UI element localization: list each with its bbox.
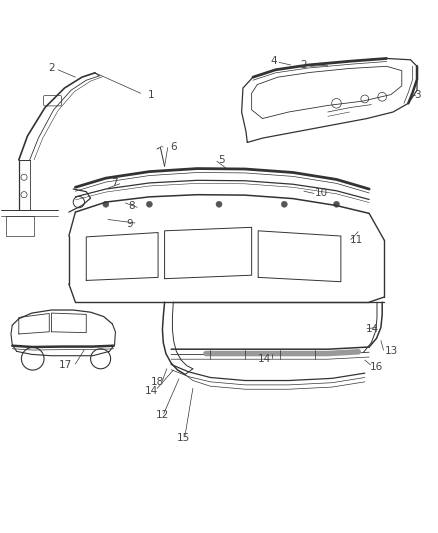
Circle shape bbox=[378, 92, 387, 101]
Text: 12: 12 bbox=[156, 410, 169, 421]
Circle shape bbox=[21, 174, 27, 180]
Circle shape bbox=[103, 201, 109, 207]
Circle shape bbox=[146, 201, 152, 207]
Text: 3: 3 bbox=[414, 90, 420, 100]
Circle shape bbox=[333, 201, 339, 207]
Text: 14: 14 bbox=[145, 385, 158, 395]
Circle shape bbox=[216, 201, 222, 207]
Text: 14: 14 bbox=[366, 324, 379, 334]
Circle shape bbox=[332, 99, 341, 108]
Text: 16: 16 bbox=[370, 361, 383, 372]
Circle shape bbox=[21, 192, 27, 198]
Circle shape bbox=[91, 349, 111, 369]
Text: 4: 4 bbox=[270, 56, 277, 66]
Text: 18: 18 bbox=[151, 377, 164, 387]
Text: 6: 6 bbox=[170, 142, 177, 152]
Text: 2: 2 bbox=[48, 63, 55, 74]
Text: 8: 8 bbox=[129, 201, 135, 212]
Circle shape bbox=[361, 95, 369, 103]
Text: 7: 7 bbox=[111, 177, 118, 188]
Text: 2: 2 bbox=[300, 60, 307, 70]
Bar bbox=[6, 216, 34, 236]
Text: 13: 13 bbox=[385, 346, 398, 357]
Text: 11: 11 bbox=[350, 235, 363, 245]
Text: 15: 15 bbox=[177, 433, 190, 442]
Circle shape bbox=[281, 201, 287, 207]
Text: 5: 5 bbox=[218, 155, 225, 165]
Circle shape bbox=[21, 348, 44, 370]
Circle shape bbox=[73, 197, 85, 208]
FancyBboxPatch shape bbox=[44, 95, 61, 106]
Text: 10: 10 bbox=[315, 188, 328, 198]
Text: 14: 14 bbox=[258, 354, 271, 364]
Text: 1: 1 bbox=[148, 90, 155, 100]
Text: 9: 9 bbox=[127, 219, 133, 229]
Text: 17: 17 bbox=[59, 360, 72, 370]
